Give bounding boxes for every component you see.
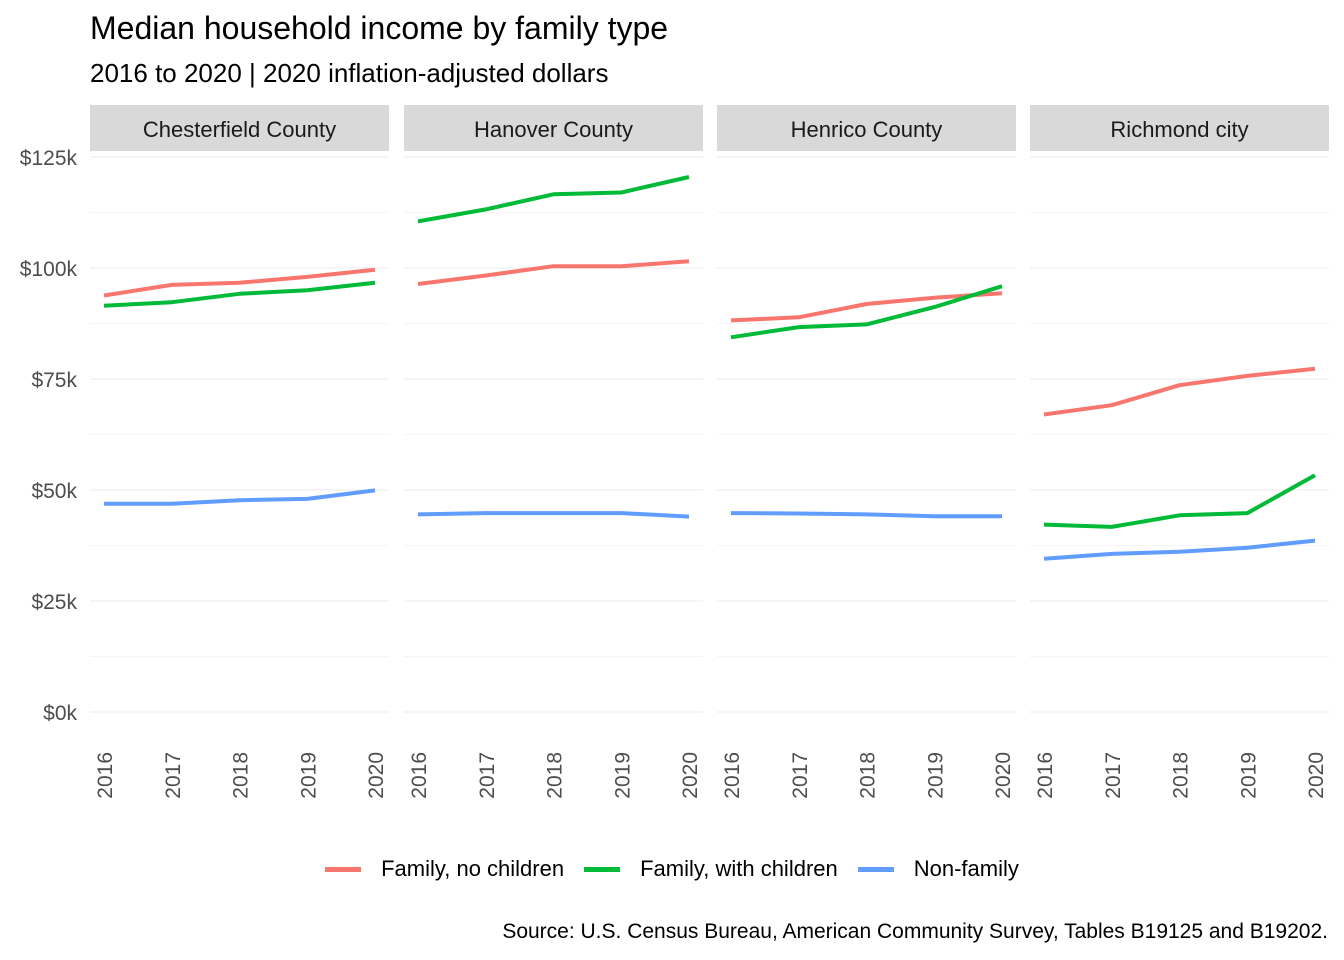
x-tick-label: 2020: [679, 752, 702, 799]
series-line-hanover-county-0: [417, 259, 690, 286]
legend: Family, no children Family, with children…: [0, 856, 1344, 882]
x-tick-label: 2020: [992, 752, 1015, 799]
x-tick-label: 2019: [924, 752, 947, 799]
series-line-henrico-county-2: [730, 511, 1002, 519]
series-line-hanover-county-2: [417, 511, 690, 519]
series-line-chesterfield-county-2: [104, 488, 376, 506]
facet-strip-richmond-city: [1030, 105, 1329, 151]
y-tick-label: $50k: [31, 480, 77, 503]
series-line-chesterfield-county-0: [103, 267, 376, 298]
x-tick-label: 2016: [408, 752, 431, 799]
x-tick-label: 2016: [94, 752, 117, 799]
x-tick-label: 2017: [789, 752, 812, 799]
legend-key-swatch: [584, 866, 621, 872]
series-line-richmond-city-2: [1043, 538, 1316, 561]
grid-layer: [90, 156, 1329, 713]
facet-strip-chesterfield-county: [90, 105, 389, 151]
legend-label: Family, with children: [640, 856, 838, 881]
x-tick-label: 2019: [1237, 752, 1260, 799]
y-tick-label: $25k: [31, 591, 77, 614]
x-tick-label: 2016: [1034, 752, 1057, 799]
series-lines: [103, 175, 1316, 561]
y-tick-label: $75k: [31, 369, 77, 392]
facet-label-hanover-county: Hanover County: [474, 117, 633, 142]
source-caption: Source: U.S. Census Bureau, American Com…: [502, 920, 1328, 943]
facet-label-richmond-city: Richmond city: [1110, 117, 1248, 142]
x-tick-label: 2016: [721, 752, 744, 799]
legend-label: Non-family: [913, 856, 1019, 881]
series-line-richmond-city-1: [1043, 473, 1316, 529]
x-tick-label: 2018: [1170, 752, 1193, 799]
series-line-richmond-city-0: [1043, 366, 1316, 417]
legend-key-swatch: [325, 866, 362, 872]
x-tick-label: 2019: [297, 752, 320, 799]
series-line-henrico-county-0: [730, 291, 1003, 323]
series-line-hanover-county-1: [417, 175, 690, 224]
facet-strip-henrico-county: [717, 105, 1016, 151]
x-tick-label: 2020: [365, 752, 388, 799]
x-tick-label: 2018: [544, 752, 567, 799]
x-tick-label: 2017: [162, 752, 185, 799]
legend-item: Family, no children: [325, 856, 564, 882]
chart-title: Median household income by family type: [90, 10, 669, 46]
legend-label: Family, no children: [381, 856, 565, 881]
x-tick-label: 2020: [1305, 752, 1328, 799]
facet-label-henrico-county: Henrico County: [791, 117, 943, 142]
facet-strip-hanover-county: [404, 105, 703, 151]
y-tick-label: $0k: [43, 702, 77, 725]
series-line-chesterfield-county-1: [103, 280, 376, 308]
x-tick-label: 2018: [857, 752, 880, 799]
x-tick-label: 2018: [230, 752, 253, 799]
facet-strips: Chesterfield County Hanover County Henrico…: [90, 105, 1329, 151]
chart-subtitle: 2016 to 2020 | 2020 inflation-adjusted d…: [90, 58, 609, 88]
y-tick-label: $100k: [20, 258, 78, 281]
y-tick-label: $125k: [20, 147, 78, 170]
facet-label-chesterfield-county: Chesterfield County: [143, 117, 336, 142]
series-line-henrico-county-1: [730, 284, 1003, 340]
x-tick-label: 2019: [611, 752, 634, 799]
legend-item: Non-family: [857, 856, 1019, 882]
x-tick-label: 2017: [476, 752, 499, 799]
legend-key-swatch: [857, 866, 894, 872]
legend-item: Family, with children: [584, 856, 838, 882]
x-tick-label: 2017: [1102, 752, 1125, 799]
axis-labels: 2016 2017 2018 2019 2020 2016 2017 2018 2019 2020…: [20, 147, 1328, 799]
